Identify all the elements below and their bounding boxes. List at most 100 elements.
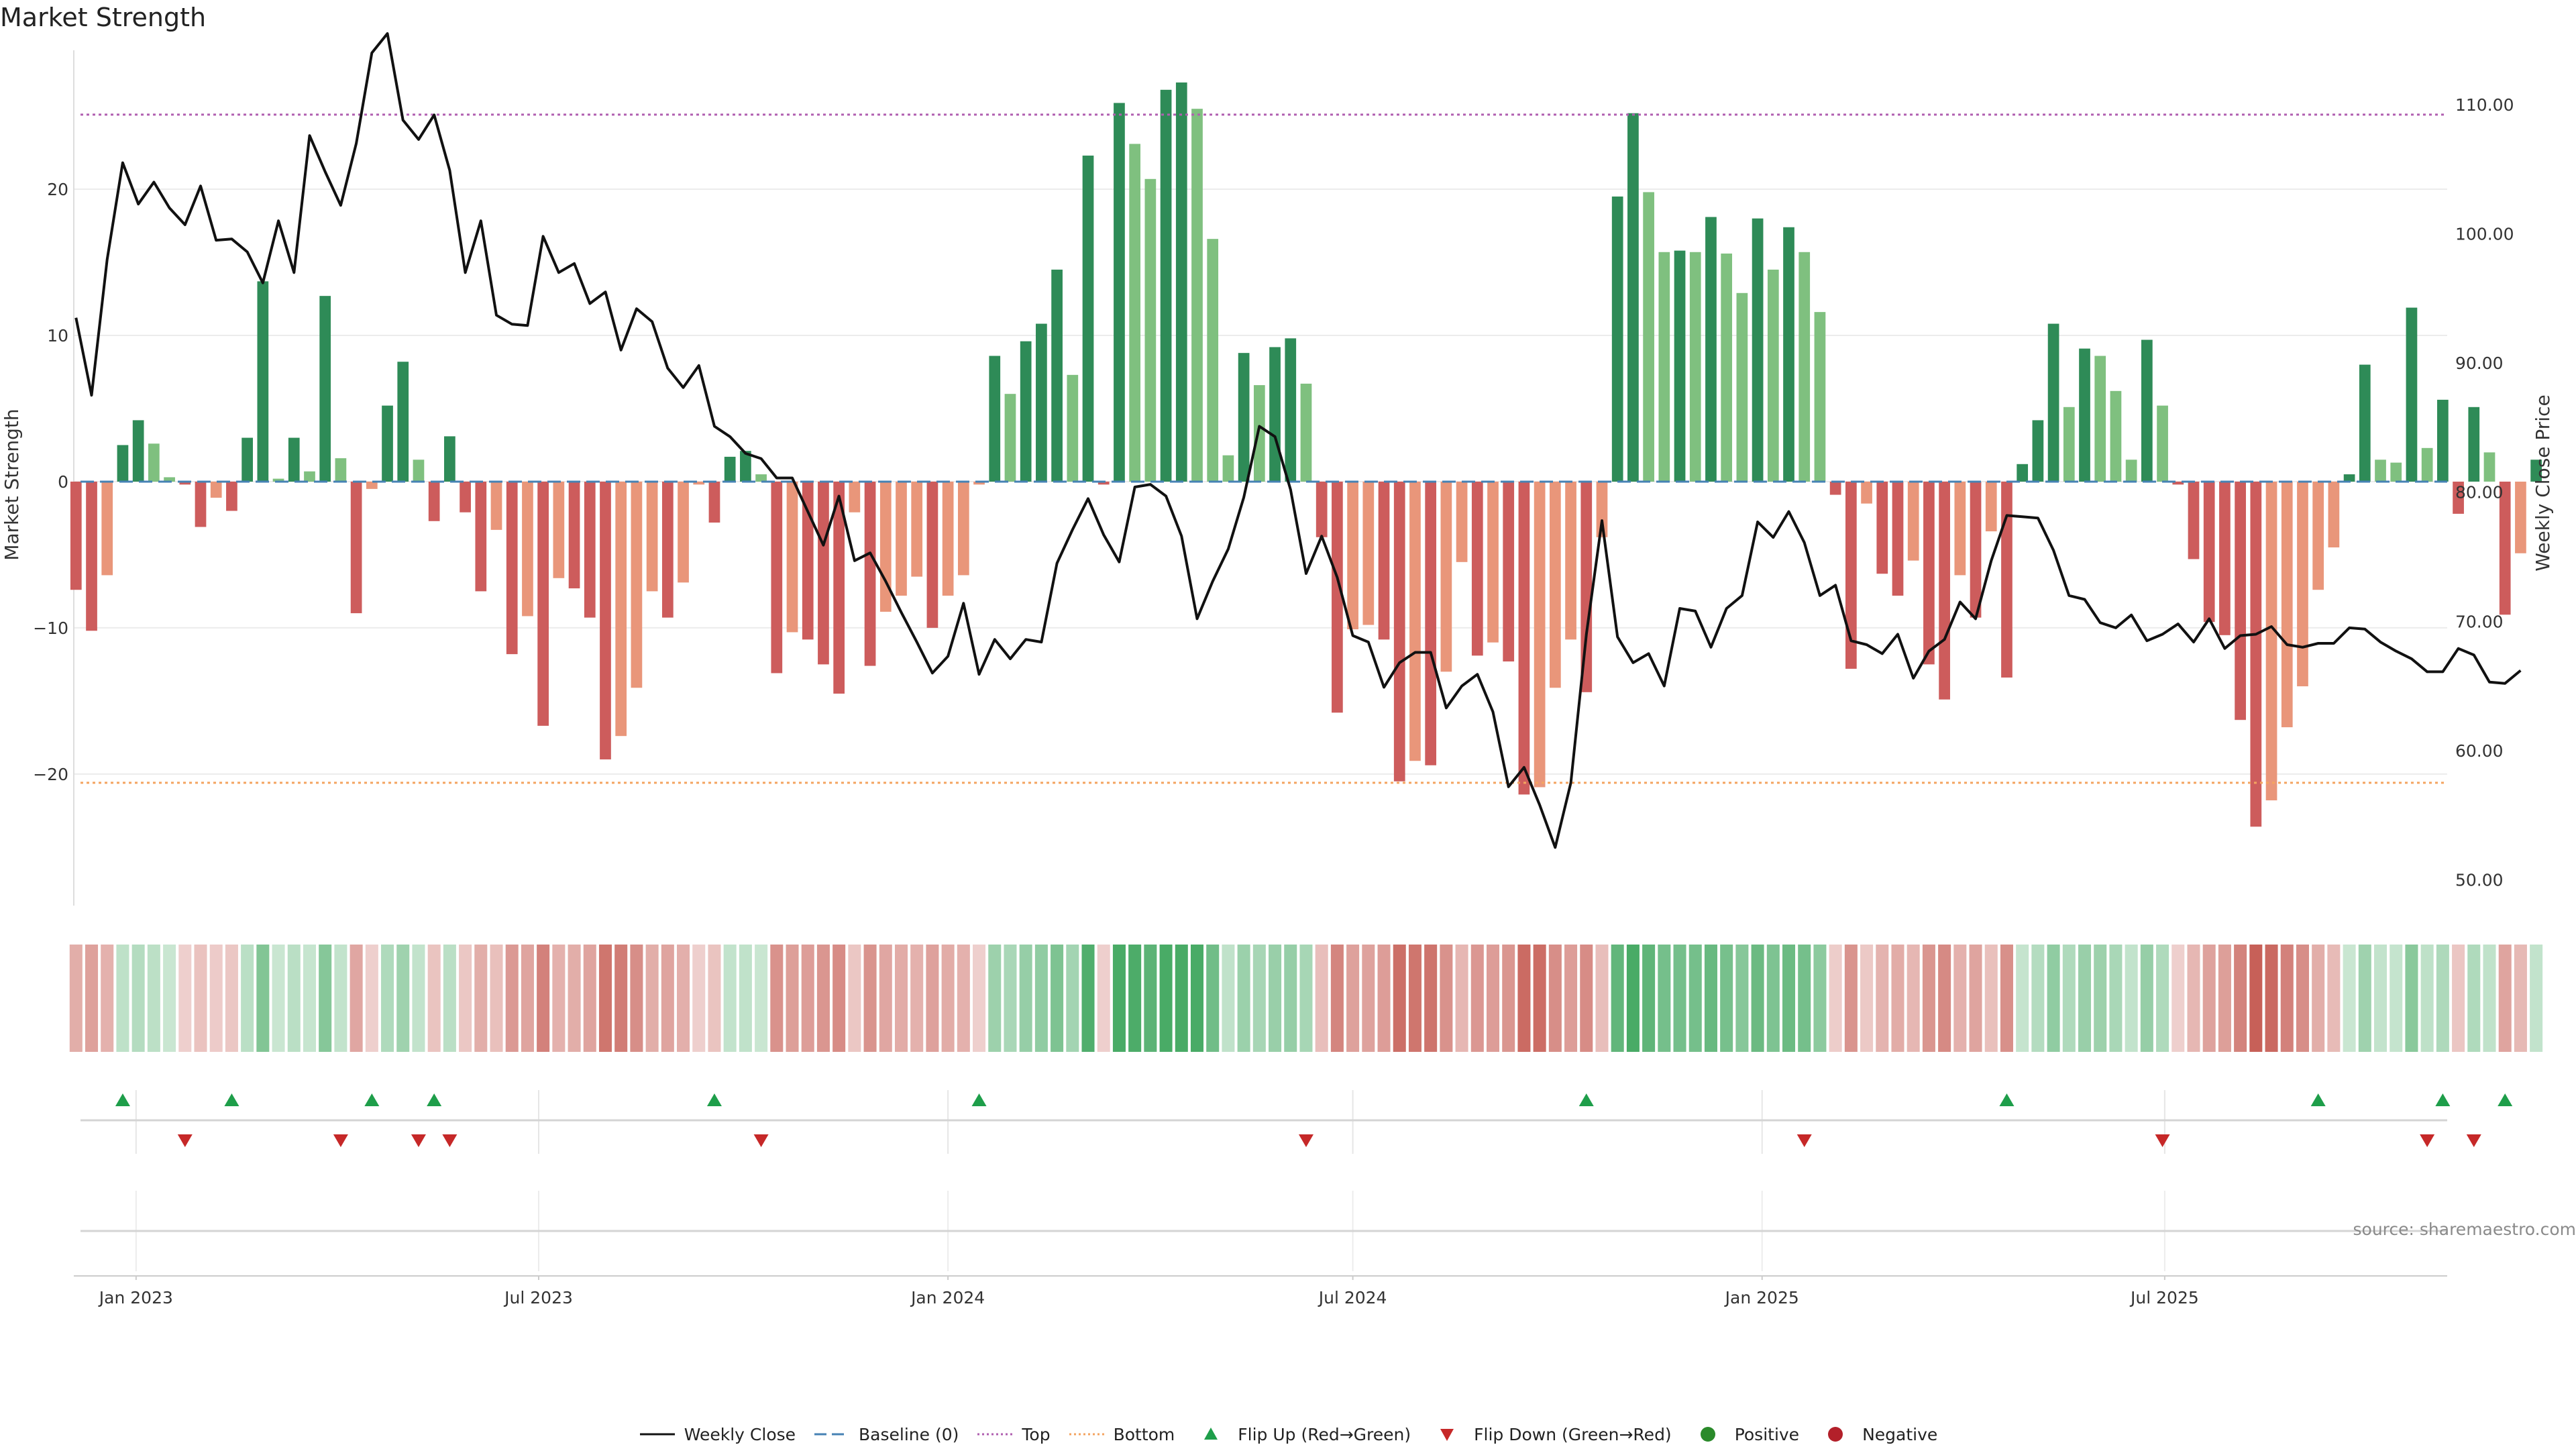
strength-bar [1829,481,1841,495]
strength-bar [366,481,378,489]
heat-cell [1299,945,1313,1052]
strength-bar [2328,481,2340,548]
strength-bar [506,481,518,655]
strength-bar [1191,109,1203,482]
strength-bar [2032,420,2044,482]
strength-bar [1970,481,1982,618]
heat-cell [2530,945,2543,1052]
strength-bar [2063,407,2075,482]
heat-cell [833,945,846,1052]
strength-bar [304,471,315,482]
heat-cell [101,945,114,1052]
heat-cell [505,945,519,1052]
strength-bar [740,451,751,482]
strength-bar [1051,269,1063,482]
strength-bar [708,481,720,523]
heat-cell [2202,945,2216,1052]
heat-cell [2140,945,2153,1052]
strength-bar [1285,338,1297,482]
strength-bar [70,481,82,590]
strength-bar [2203,481,2215,623]
strength-bar [2281,481,2293,728]
heat-cell [1144,945,1157,1052]
heat-cell [1284,945,1297,1052]
strength-bar [1814,312,1826,482]
heat-cell [303,945,316,1052]
strength-bar [2001,481,2012,678]
heat-cell [2078,945,2092,1052]
strength-bar [1097,481,1110,485]
strength-bar [1721,253,1733,482]
strength-bar [1487,481,1499,643]
heat-cell [2047,945,2060,1052]
heat-cell [319,945,332,1052]
heat-cell [1533,945,1546,1052]
flip-up-marker [1999,1093,2015,1106]
red-dot-icon [1817,1424,1854,1444]
strength-bar [755,474,767,482]
strength-bar [2515,481,2526,553]
strength-bar [2188,481,2200,559]
legend-flip-down: Flip Down (Green→Red) [1428,1424,1672,1444]
x-tick-label: Jan 2025 [1724,1288,1799,1307]
y2-tick-label: 70.00 [2455,612,2504,631]
heat-cell [2483,945,2496,1052]
heat-cell [2171,945,2185,1052]
heat-cell [941,945,955,1052]
x-tick-label: Jan 2024 [910,1288,985,1307]
strength-bar [896,481,907,596]
strength-bar [646,481,658,592]
heat-cell [2218,945,2231,1052]
strength-bar [2499,481,2511,615]
heat-cell [1502,945,1515,1052]
heat-cell [116,945,129,1052]
heat-cell [1315,945,1328,1052]
strength-bar [2343,474,2355,482]
heat-cell [755,945,768,1052]
heat-cell [443,945,456,1052]
heat-cell [287,945,301,1052]
heat-cell [2498,945,2512,1052]
heat-cell [1034,945,1048,1052]
strength-bar [1674,250,1686,482]
heat-cell [1611,945,1624,1052]
strength-bar [693,481,705,485]
heat-cell [412,945,425,1052]
heat-cell [2296,945,2309,1052]
heat-cell [2000,945,2013,1052]
heat-cell [661,945,674,1052]
x-tick-label: Jul 2023 [503,1288,573,1307]
y2-tick-label: 60.00 [2455,741,2504,761]
strength-bar [226,481,237,511]
strength-bar [1082,155,1094,482]
heat-cell [2327,945,2341,1052]
heat-cell [350,945,363,1052]
heat-cell [1159,945,1173,1052]
flip-down-marker [1298,1134,1313,1147]
heat-cell [225,945,238,1052]
heat-cell [474,945,488,1052]
strength-bar [1907,481,1919,561]
strength-bar [1923,481,1935,665]
strength-bar [428,481,440,521]
heat-cell [2312,945,2325,1052]
heat-cell [614,945,628,1052]
strength-bar [2047,323,2059,482]
heat-cell [1876,945,1889,1052]
strength-bar [911,481,923,577]
strength-bar [879,481,892,612]
flip-down-marker [1796,1134,1812,1147]
legend-flip-down-label: Flip Down (Green→Red) [1474,1424,1672,1444]
strength-bar [86,481,97,631]
heat-cell [2187,945,2200,1052]
heat-cell [1190,945,1204,1052]
strength-bar [1861,481,1872,504]
strength-bar [1238,353,1250,482]
heat-cell [427,945,441,1052]
heat-cell [490,945,503,1052]
x-tick-label: Jul 2025 [2129,1288,2199,1307]
flip-down-marker [333,1134,348,1147]
heat-cell [1097,945,1110,1052]
heat-cell [1751,945,1764,1052]
heat-cell [1362,945,1375,1052]
